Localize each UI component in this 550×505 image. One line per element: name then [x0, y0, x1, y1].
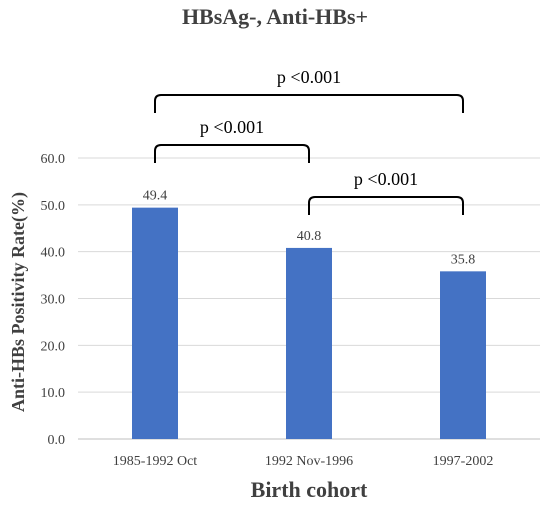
p-value-label: p <0.001: [354, 169, 418, 189]
bar: [286, 247, 332, 439]
y-tick-label: 10.0: [41, 386, 66, 401]
p-value-label: p <0.001: [200, 117, 264, 137]
x-tick-label: 1997-2002: [433, 454, 494, 469]
significance-bracket: [154, 94, 464, 113]
bars: [132, 207, 486, 439]
x-tick-label: 1992 Nov-1996: [265, 454, 353, 469]
y-tick-labels: 0.0 10.0 20.0 30.0 40.0 50.0 60.0: [41, 152, 66, 448]
y-tick-label: 20.0: [41, 339, 66, 354]
y-tick-label: 30.0: [41, 293, 66, 308]
significance-brackets: p <0.001 p <0.001 p <0.001: [154, 67, 464, 215]
y-tick-label: 40.0: [41, 246, 66, 261]
data-label: 49.4: [143, 189, 168, 204]
y-tick-label: 50.0: [41, 199, 66, 214]
y-axis-title: Anti-HBs Positivity Rate(%): [8, 192, 29, 412]
data-label: 35.8: [451, 252, 476, 267]
p-value-label: p <0.001: [277, 67, 341, 87]
x-tick-label: 1985-1992 Oct: [113, 454, 197, 469]
significance-bracket: [154, 144, 310, 163]
y-tick-label: 60.0: [41, 152, 66, 167]
bar: [132, 207, 178, 439]
data-label: 40.8: [297, 229, 322, 244]
x-tick-labels: 1985-1992 Oct 1992 Nov-1996 1997-2002: [113, 454, 494, 469]
x-axis-title: Birth cohort: [251, 477, 368, 502]
significance-bracket: [308, 196, 464, 215]
data-labels: 49.4 40.8 35.8: [143, 189, 476, 268]
chart-title: HBsAg-, Anti-HBs+: [182, 4, 368, 29]
bar: [440, 271, 486, 439]
y-tick-label: 0.0: [48, 433, 66, 448]
